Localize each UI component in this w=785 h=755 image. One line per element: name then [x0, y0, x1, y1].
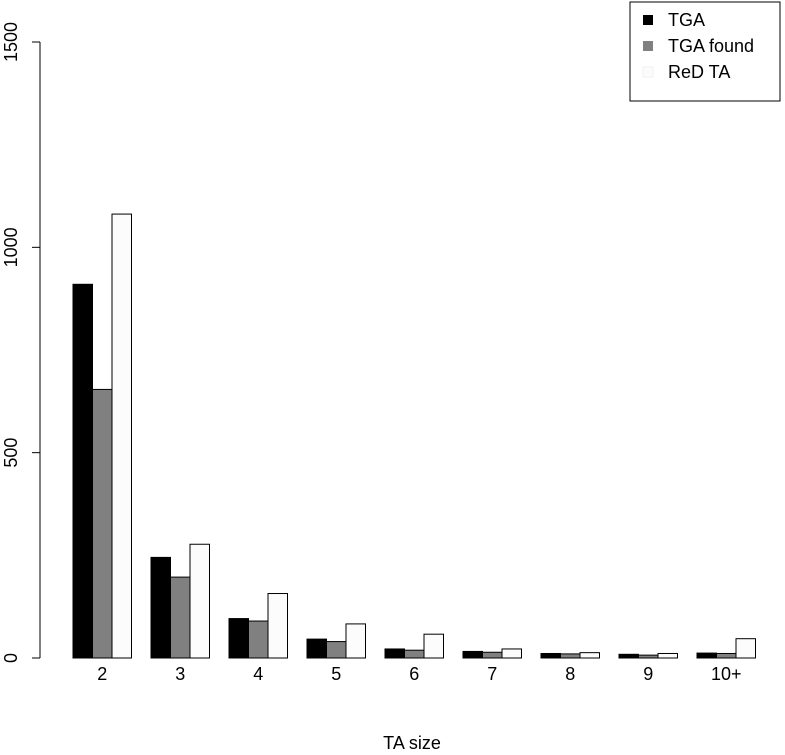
x-tick-label: 8 [565, 664, 575, 684]
bar-tga-found [482, 651, 503, 659]
bar-tga [384, 648, 405, 659]
legend-swatch [642, 66, 654, 78]
x-tick-label: 6 [409, 664, 419, 684]
y-axis-ticks: 0 500 1000 1500 [1, 22, 40, 663]
bar-tga [228, 618, 249, 659]
bar-red-ta [267, 593, 288, 659]
bar-red-ta [111, 213, 132, 659]
bar-group-10+ [696, 638, 756, 659]
bar-tga [306, 638, 327, 659]
x-tick-label: 4 [253, 664, 263, 684]
legend-label: ReD TA [668, 62, 730, 82]
legend-swatch [643, 15, 653, 25]
y-tick-label: 1500 [1, 22, 21, 62]
bar-group-8 [540, 652, 600, 659]
x-tick-label: 5 [331, 664, 341, 684]
legend-swatch [643, 41, 653, 51]
bar-red-ta [735, 638, 756, 659]
bar-group-9 [618, 652, 678, 659]
x-tick-label: 3 [175, 664, 185, 684]
bar-tga-found [326, 641, 347, 659]
x-tick-label: 9 [643, 664, 653, 684]
bar-tga-found [716, 652, 737, 659]
bar-red-ta [423, 633, 444, 659]
legend-box [629, 1, 781, 102]
bar-tga [696, 652, 717, 659]
bar-tga [150, 556, 171, 659]
bar-tga-found [92, 388, 113, 659]
bar-group-5 [306, 623, 366, 659]
bar-red-ta [501, 648, 522, 659]
bar-group-2 [72, 213, 132, 659]
bar-tga [72, 283, 93, 659]
bar-tga-found [638, 654, 659, 659]
bar-tga [618, 653, 639, 659]
y-tick-label: 1000 [1, 227, 21, 267]
x-tick-label: 7 [487, 664, 497, 684]
bar-tga [540, 652, 561, 659]
legend-label: TGA found [668, 36, 754, 56]
x-tick-label: 2 [97, 664, 107, 684]
y-tick-label: 0 [1, 653, 21, 663]
bar-group-3 [150, 543, 210, 659]
x-axis-tick-labels: 2 3 4 5 6 7 8 9 10+ [97, 664, 741, 684]
bar-tga-found [170, 576, 191, 659]
bars [72, 213, 756, 659]
bar-tga-found [560, 653, 581, 659]
bar-tga [462, 650, 483, 659]
bar-red-ta [189, 543, 210, 659]
x-axis-label: TA size [383, 733, 441, 753]
bar-red-ta [345, 623, 366, 659]
bar-group-6 [384, 633, 444, 659]
y-tick-label: 500 [1, 438, 21, 468]
legend-label: TGA [668, 10, 705, 30]
legend: TGA TGA found ReD TA [629, 1, 781, 102]
x-tick-label: 10+ [711, 664, 742, 684]
bar-tga-found [248, 620, 269, 659]
bar-group-4 [228, 593, 288, 659]
bar-red-ta [579, 652, 600, 659]
bar-group-7 [462, 648, 522, 659]
bar-red-ta [657, 652, 678, 659]
bar-tga-found [404, 649, 425, 659]
